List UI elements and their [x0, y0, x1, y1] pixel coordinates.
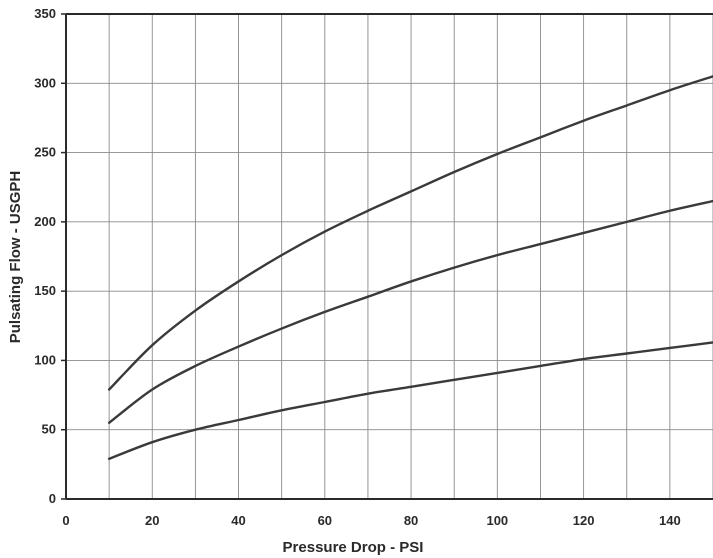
series-line-2 — [107, 199, 713, 424]
y-tick-label: 200 — [34, 214, 56, 229]
x-tick-label: 0 — [62, 513, 69, 528]
series-line-3 — [107, 341, 713, 461]
tick-labels: 0 50 100 150 200 250 300 350 0 20 40 60 80 100 120 140 — [34, 6, 680, 528]
y-axis-label: Pulsating Flow - USGPH — [7, 171, 24, 344]
x-tick-label: 140 — [659, 513, 681, 528]
y-tick-label: 100 — [34, 352, 56, 367]
y-tick-label: 0 — [49, 491, 56, 506]
x-tick-label: 120 — [573, 513, 595, 528]
y-tick-label: 150 — [34, 283, 56, 298]
series-line-1 — [107, 75, 713, 391]
x-tick-label: 40 — [231, 513, 245, 528]
y-tick-label: 50 — [42, 422, 56, 437]
y-tick-label: 250 — [34, 145, 56, 160]
y-tick-label: 350 — [34, 6, 56, 21]
x-axis-label: Pressure Drop - PSI — [283, 539, 424, 556]
y-tick-label: 300 — [34, 75, 56, 90]
x-tick-label: 100 — [486, 513, 508, 528]
x-tick-label: 80 — [404, 513, 418, 528]
x-tick-label: 20 — [145, 513, 159, 528]
grid — [65, 13, 713, 500]
series — [107, 75, 713, 461]
axes — [65, 13, 713, 500]
x-tick-label: 60 — [318, 513, 332, 528]
